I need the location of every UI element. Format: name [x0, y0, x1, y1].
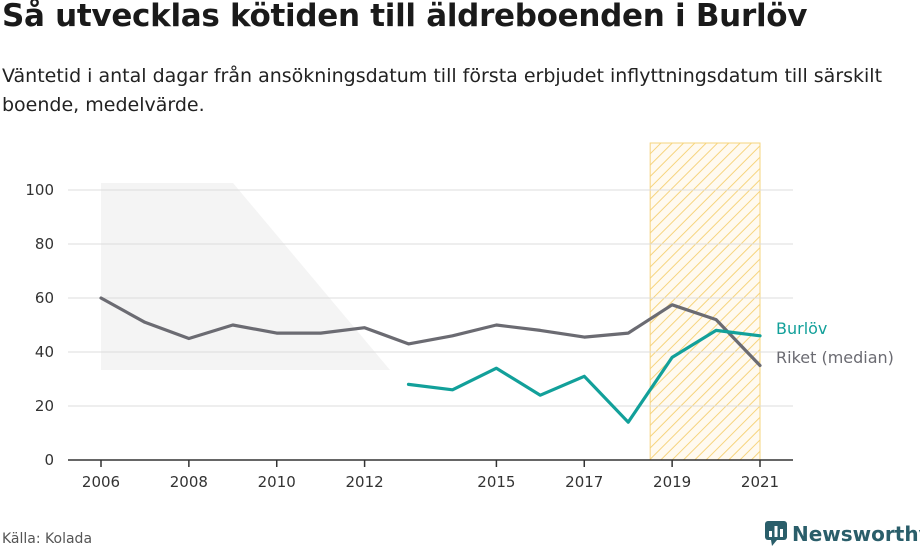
x-tick-label: 2006: [82, 473, 120, 491]
y-tick-label: 0: [44, 451, 54, 469]
series-label-riket-median: Riket (median): [776, 348, 894, 367]
y-tick-label: 60: [35, 289, 54, 307]
y-tick-label: 100: [25, 181, 54, 199]
x-axis-ticks: 2006 2008 2010 2012 2015 2017 2019 2021: [82, 460, 779, 491]
series-line-riket-median: [99, 296, 762, 368]
source-note: Källa: Kolada: [2, 531, 93, 547]
brand-name: Newsworthy: [792, 522, 920, 546]
y-tick-label: 40: [35, 343, 54, 361]
y-tick-label: 80: [35, 235, 54, 253]
series-lines: [99, 296, 762, 424]
x-tick-label: 2010: [258, 473, 296, 491]
y-axis-ticks: 0 20 40 60 80 100: [25, 181, 54, 469]
x-tick-label: 2017: [565, 473, 603, 491]
highlight-region: [649, 142, 761, 461]
x-tick-label: 2012: [346, 473, 384, 491]
brand-logo: Newsworthy: [764, 520, 920, 548]
x-tick-label: 2019: [653, 473, 691, 491]
series-line-burl-v: [406, 328, 762, 424]
background-shade: [101, 183, 390, 370]
chart-subtitle: Väntetid i antal dagar från ansökningsda…: [2, 65, 883, 116]
series-label-burl-v: Burlöv: [776, 319, 827, 338]
series-labels: Riket (median) Burlöv: [776, 319, 894, 367]
x-tick-label: 2021: [741, 473, 779, 491]
newsworthy-logo-icon: [765, 521, 787, 546]
grid-lines: [68, 189, 793, 407]
x-tick-label: 2008: [170, 473, 208, 491]
chart-title: Så utvecklas kötiden till äldreboenden i…: [2, 0, 808, 34]
x-tick-label: 2015: [477, 473, 515, 491]
y-tick-label: 20: [35, 397, 54, 415]
